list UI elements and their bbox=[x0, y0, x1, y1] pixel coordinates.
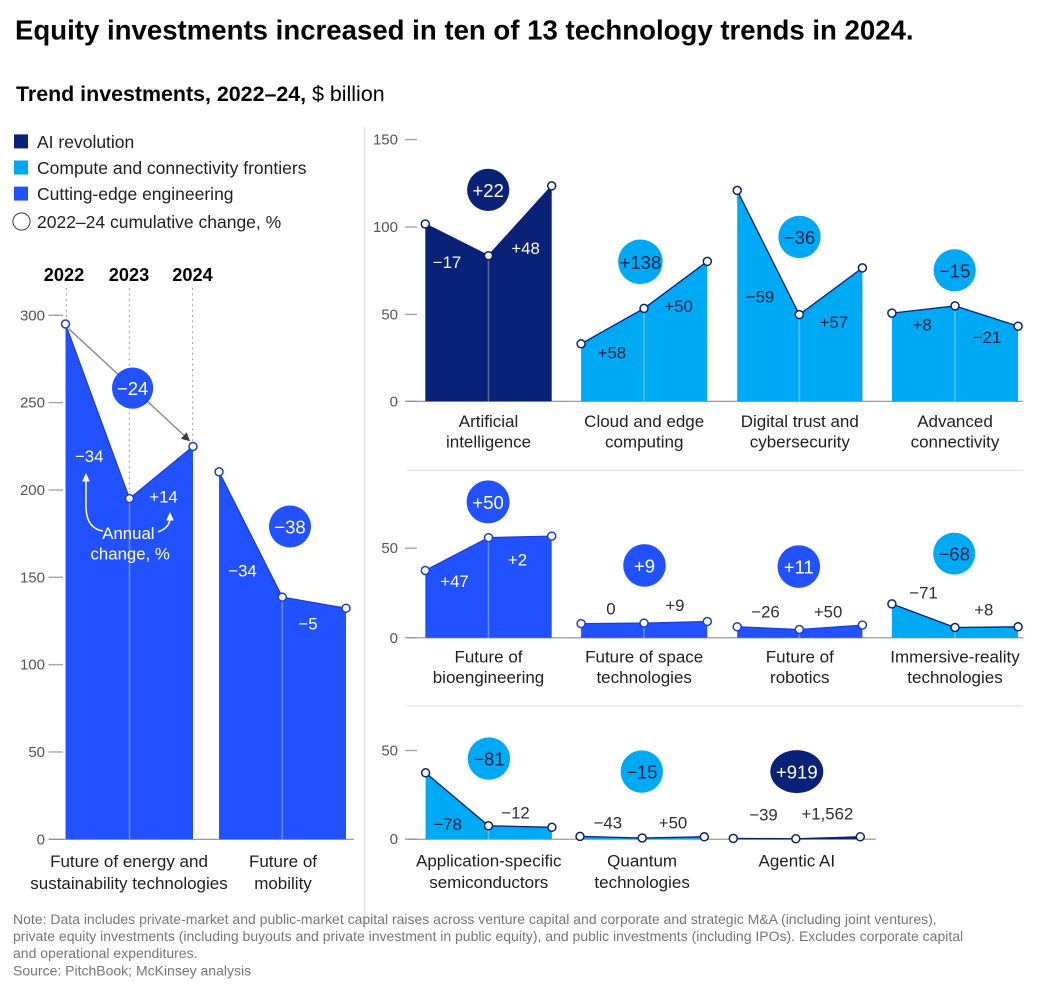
svg-text:−38: −38 bbox=[274, 517, 305, 538]
svg-text:+58: +58 bbox=[598, 343, 626, 362]
svg-text:Cloud and edge: Cloud and edge bbox=[584, 412, 704, 431]
svg-text:intelligence: intelligence bbox=[446, 433, 531, 452]
svg-text:−15: −15 bbox=[939, 260, 970, 281]
svg-text:−34: −34 bbox=[228, 562, 256, 581]
svg-text:cybersecurity: cybersecurity bbox=[750, 433, 851, 452]
svg-text:0: 0 bbox=[37, 831, 45, 848]
svg-text:−34: −34 bbox=[75, 447, 103, 466]
svg-text:+14: +14 bbox=[149, 487, 177, 506]
svg-text:Annual: Annual bbox=[102, 524, 154, 543]
svg-text:Future of: Future of bbox=[454, 647, 522, 666]
svg-text:−21: −21 bbox=[973, 328, 1001, 347]
svg-text:+8: +8 bbox=[974, 600, 993, 619]
svg-text:+8: +8 bbox=[913, 315, 932, 334]
svg-text:50: 50 bbox=[381, 743, 398, 760]
svg-text:2022: 2022 bbox=[44, 265, 84, 285]
svg-text:Future of energy and: Future of energy and bbox=[50, 852, 208, 871]
svg-text:technologies: technologies bbox=[594, 873, 689, 892]
svg-text:Trend investments, 2022–24, $: Trend investments, 2022–24, $ billion bbox=[16, 82, 385, 106]
svg-text:−17: −17 bbox=[433, 253, 461, 272]
svg-text:−36: −36 bbox=[784, 227, 815, 248]
svg-text:−59: −59 bbox=[746, 288, 774, 307]
svg-text:bioengineering: bioengineering bbox=[433, 668, 545, 687]
svg-text:300: 300 bbox=[20, 307, 45, 324]
svg-text:change, %: change, % bbox=[91, 544, 170, 563]
svg-text:+2: +2 bbox=[508, 550, 527, 569]
svg-text:and operational expenditures.: and operational expenditures. bbox=[13, 945, 197, 961]
svg-text:−78: −78 bbox=[433, 815, 461, 834]
svg-text:Source: PitchBook; McKinsey an: Source: PitchBook; McKinsey analysis bbox=[13, 962, 251, 978]
svg-text:Future of: Future of bbox=[249, 852, 317, 871]
svg-text:Compute and connectivity front: Compute and connectivity frontiers bbox=[37, 158, 307, 178]
svg-text:private equity investments (in: private equity investments (including bu… bbox=[13, 928, 963, 944]
svg-text:sustainability technologies: sustainability technologies bbox=[30, 874, 228, 893]
svg-text:−15: −15 bbox=[626, 762, 657, 783]
svg-text:0: 0 bbox=[390, 831, 398, 848]
svg-text:Advanced: Advanced bbox=[917, 412, 993, 431]
svg-text:+50: +50 bbox=[472, 492, 503, 513]
svg-text:100: 100 bbox=[373, 219, 398, 236]
svg-text:150: 150 bbox=[373, 132, 398, 149]
svg-text:+22: +22 bbox=[473, 180, 504, 201]
svg-text:+919: +919 bbox=[776, 762, 818, 783]
svg-text:2023: 2023 bbox=[109, 265, 149, 285]
svg-text:200: 200 bbox=[20, 482, 45, 499]
svg-text:150: 150 bbox=[20, 569, 45, 586]
svg-text:+50: +50 bbox=[659, 814, 687, 833]
svg-text:Future of space: Future of space bbox=[585, 647, 703, 666]
svg-text:−12: −12 bbox=[501, 803, 529, 822]
svg-text:0: 0 bbox=[390, 393, 398, 410]
svg-text:50: 50 bbox=[381, 540, 398, 557]
svg-text:−68: −68 bbox=[939, 544, 970, 565]
svg-text:+48: +48 bbox=[511, 239, 539, 258]
svg-text:0: 0 bbox=[390, 630, 398, 647]
svg-text:+57: +57 bbox=[820, 313, 848, 332]
svg-text:Note: Data includes private-ma: Note: Data includes private-market and p… bbox=[13, 911, 937, 927]
svg-text:−5: −5 bbox=[298, 614, 317, 633]
svg-text:Application-specific: Application-specific bbox=[416, 852, 562, 871]
svg-text:−26: −26 bbox=[751, 603, 779, 622]
svg-text:Quantum: Quantum bbox=[607, 852, 677, 871]
svg-text:0: 0 bbox=[606, 599, 615, 618]
svg-text:+50: +50 bbox=[814, 603, 842, 622]
svg-text:−39: −39 bbox=[749, 805, 777, 824]
svg-text:+138: +138 bbox=[620, 252, 662, 273]
svg-text:+47: +47 bbox=[440, 572, 468, 591]
svg-text:+11: +11 bbox=[784, 557, 814, 578]
svg-text:2024: 2024 bbox=[172, 265, 213, 285]
svg-text:100: 100 bbox=[20, 657, 45, 674]
svg-text:2022–24 cumulative change, %: 2022–24 cumulative change, % bbox=[37, 212, 281, 232]
svg-text:semiconductors: semiconductors bbox=[429, 873, 548, 892]
svg-text:Equity investments increased i: Equity investments increased in ten of 1… bbox=[15, 15, 914, 46]
svg-text:Artificial: Artificial bbox=[459, 412, 519, 431]
svg-text:250: 250 bbox=[20, 395, 45, 412]
svg-text:Immersive-reality: Immersive-reality bbox=[890, 647, 1020, 666]
svg-text:computing: computing bbox=[605, 433, 683, 452]
svg-text:−24: −24 bbox=[117, 378, 148, 399]
svg-text:50: 50 bbox=[381, 306, 398, 323]
svg-text:Future of: Future of bbox=[766, 647, 834, 666]
svg-text:−71: −71 bbox=[909, 583, 937, 602]
svg-text:50: 50 bbox=[28, 744, 45, 761]
svg-text:+1,562: +1,562 bbox=[802, 805, 854, 824]
svg-text:robotics: robotics bbox=[770, 668, 830, 687]
svg-text:−81: −81 bbox=[473, 749, 504, 770]
svg-text:+9: +9 bbox=[665, 596, 684, 615]
svg-text:AI revolution: AI revolution bbox=[37, 132, 134, 152]
svg-text:+50: +50 bbox=[664, 297, 692, 316]
svg-text:−43: −43 bbox=[594, 814, 622, 833]
svg-text:technologies: technologies bbox=[907, 668, 1002, 687]
svg-text:Agentic AI: Agentic AI bbox=[759, 852, 836, 871]
svg-text:technologies: technologies bbox=[596, 668, 691, 687]
svg-text:mobility: mobility bbox=[254, 874, 312, 893]
svg-text:Cutting-edge engineering: Cutting-edge engineering bbox=[37, 184, 234, 204]
svg-text:Digital trust and: Digital trust and bbox=[741, 412, 859, 431]
svg-text:+9: +9 bbox=[634, 555, 655, 576]
svg-text:connectivity: connectivity bbox=[911, 433, 1000, 452]
